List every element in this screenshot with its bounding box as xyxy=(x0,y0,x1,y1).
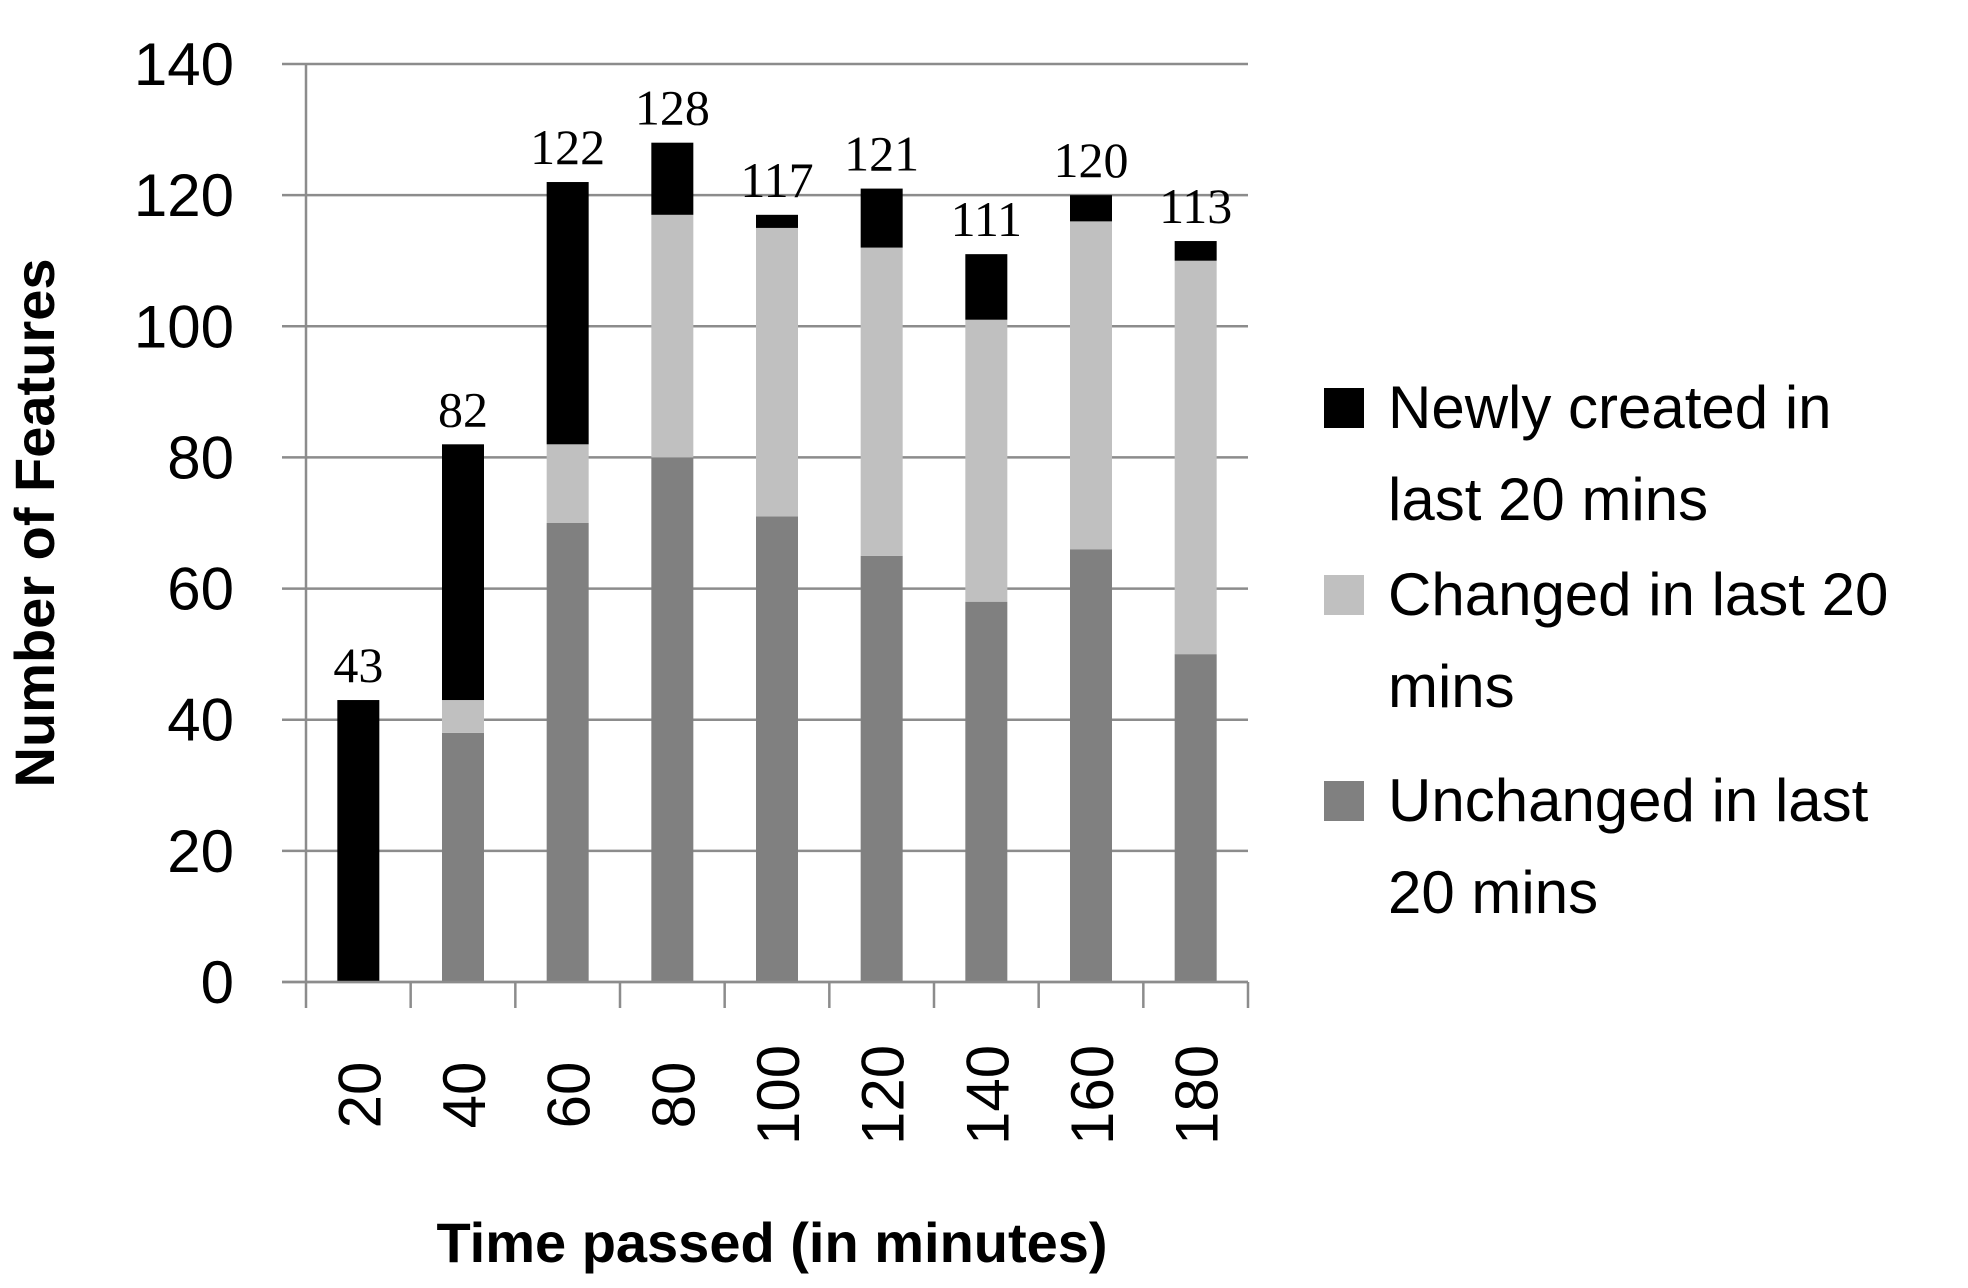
data-label-40: 82 xyxy=(438,381,488,437)
bar-unchanged-120 xyxy=(860,555,903,982)
bar-unchanged-60 xyxy=(546,523,589,982)
y-tick-label-0: 0 xyxy=(201,949,234,1016)
y-tick-label-20: 20 xyxy=(167,818,234,885)
data-label-140: 111 xyxy=(951,191,1022,247)
bar-changed-140 xyxy=(965,319,1008,602)
y-tick-label-140: 140 xyxy=(134,31,234,98)
legend-swatch xyxy=(1324,781,1364,821)
legend-item-2: Unchanged in last 20 mins xyxy=(1324,767,1869,926)
bar-unchanged-80 xyxy=(651,457,694,982)
data-label-60: 122 xyxy=(530,119,605,175)
legend-label-line: Changed in last 20 xyxy=(1388,561,1888,628)
bar-changed-180 xyxy=(1174,260,1217,655)
bar-newly-60 xyxy=(546,182,589,445)
bar-newly-120 xyxy=(860,188,903,248)
legend-label-line: 20 mins xyxy=(1388,859,1598,926)
bar-newly-40 xyxy=(442,444,484,701)
legend-item-0: Newly created in last 20 mins xyxy=(1324,374,1832,533)
x-tick-labels: 20 40 60 80 100 120 140 160 180 xyxy=(326,1045,1230,1145)
data-label-180: 113 xyxy=(1159,178,1232,234)
x-tick-label-20: 20 xyxy=(326,1062,393,1129)
x-axis-title: Time passed (in minutes) xyxy=(436,1211,1107,1274)
x-tick-label-180: 180 xyxy=(1164,1045,1231,1145)
legend-label-line: Newly created in xyxy=(1388,374,1832,441)
y-tick-label-80: 80 xyxy=(167,424,234,491)
x-tick-label-120: 120 xyxy=(850,1045,917,1145)
x-tick-label-80: 80 xyxy=(640,1062,707,1129)
bar-changed-120 xyxy=(860,247,903,556)
x-tick-label-160: 160 xyxy=(1059,1045,1126,1145)
data-label-120: 121 xyxy=(844,126,919,182)
x-tick-label-40: 40 xyxy=(431,1062,498,1129)
legend-label-line: mins xyxy=(1388,653,1515,720)
y-tick-label-60: 60 xyxy=(167,556,234,623)
bar-newly-180 xyxy=(1174,241,1217,261)
y-tick-labels: 0 20 40 60 80 100 120 140 xyxy=(134,31,234,1016)
x-tick-label-60: 60 xyxy=(536,1062,603,1129)
bar-unchanged-100 xyxy=(756,516,798,982)
y-tick-label-100: 100 xyxy=(134,293,234,360)
bar-changed-160 xyxy=(1070,221,1112,550)
bar-unchanged-40 xyxy=(442,732,484,982)
legend-swatch xyxy=(1324,388,1364,428)
bar-newly-100 xyxy=(756,214,798,228)
bar-newly-80 xyxy=(651,142,694,215)
x-tick-label-140: 140 xyxy=(954,1045,1021,1145)
x-tick-label-100: 100 xyxy=(745,1045,812,1145)
bar-unchanged-180 xyxy=(1174,654,1217,982)
bar-newly-160 xyxy=(1070,195,1112,222)
bar-unchanged-160 xyxy=(1070,549,1112,982)
y-axis-title: Number of Features xyxy=(3,259,66,788)
legend-item-1: Changed in last 20 mins xyxy=(1324,561,1888,720)
y-tick-label-120: 120 xyxy=(134,162,234,229)
bar-changed-80 xyxy=(651,214,694,458)
data-labels: 43 82 122 128 117 121 111 120 113 xyxy=(333,80,1232,693)
bars xyxy=(337,142,1217,982)
bar-changed-100 xyxy=(756,227,798,517)
legend-label-line: last 20 mins xyxy=(1388,466,1708,533)
bar-unchanged-140 xyxy=(965,601,1008,982)
legend: Newly created in last 20 mins Changed in l… xyxy=(1324,374,1888,926)
axes xyxy=(282,64,1250,1008)
bar-newly-20 xyxy=(337,700,380,982)
legend-label-line: Unchanged in last xyxy=(1388,767,1869,834)
legend-swatch xyxy=(1324,575,1364,615)
data-label-160: 120 xyxy=(1054,132,1129,188)
data-label-100: 117 xyxy=(740,152,813,208)
bar-changed-40 xyxy=(442,700,484,733)
data-label-80: 128 xyxy=(635,80,710,136)
data-label-20: 43 xyxy=(333,637,383,693)
bar-changed-60 xyxy=(546,444,589,523)
bar-newly-140 xyxy=(965,254,1008,320)
y-tick-label-40: 40 xyxy=(167,687,234,754)
